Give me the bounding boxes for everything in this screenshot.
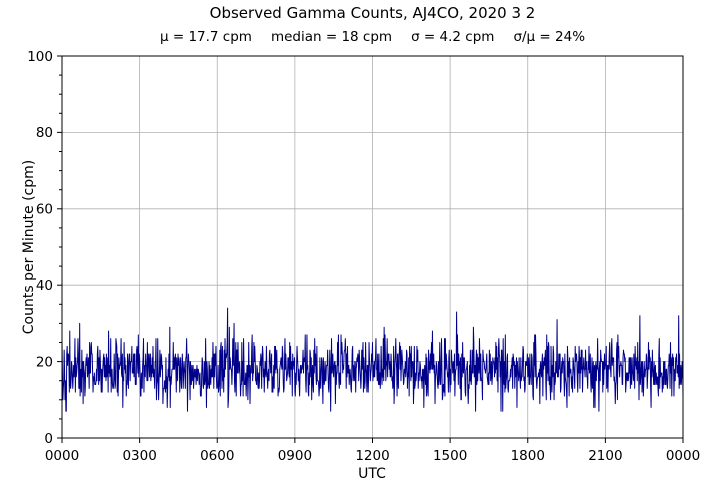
x-tick-label: 0600 — [200, 448, 234, 464]
y-tick-label: 0 — [44, 431, 53, 447]
stat-sigma: σ = 4.2 cpm — [411, 29, 495, 45]
y-tick-label: 60 — [36, 202, 53, 218]
stat-sigma-over-mean: σ/μ = 24% — [513, 29, 586, 45]
stat-mean: μ = 17.7 cpm — [159, 29, 252, 45]
chart-title: Observed Gamma Counts, AJ4CO, 2020 3 2 — [209, 4, 536, 22]
x-tick-label: 0300 — [122, 448, 156, 464]
chart-stats-line: μ = 17.7 cpm median = 18 cpm σ = 4.2 cpm… — [62, 29, 683, 45]
x-axis-label: UTC — [358, 466, 386, 482]
x-tick-label: 0000 — [45, 448, 79, 464]
plot-area: 0000 0300 0600 0900 1200 1500 1800 2100 00000204… — [27, 49, 700, 464]
gamma-counts-series — [61, 307, 684, 412]
x-tick-label: 0900 — [278, 448, 312, 464]
y-tick-label: 100 — [27, 49, 53, 65]
y-tick-label: 40 — [36, 278, 53, 294]
x-tick-label: 1200 — [355, 448, 389, 464]
stat-median: median = 18 cpm — [270, 29, 393, 45]
y-axis-label: Counts per Minute (cpm) — [21, 160, 37, 334]
y-tick-label: 20 — [36, 354, 53, 370]
x-tick-label: 0000 — [666, 448, 700, 464]
x-tick-label: 1800 — [511, 448, 545, 464]
x-tick-label: 2100 — [588, 448, 622, 464]
x-tick-label: 1500 — [433, 448, 467, 464]
y-tick-label: 80 — [36, 125, 53, 141]
